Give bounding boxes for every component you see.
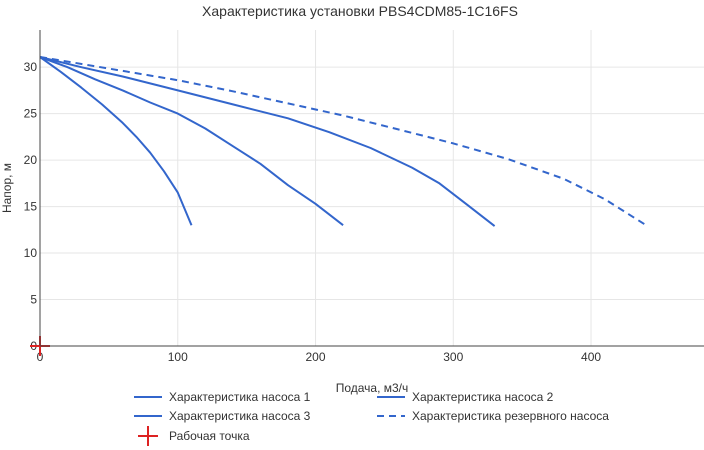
legend-label-pump-1: Характеристика насоса 1 <box>169 390 311 404</box>
series-line-4 <box>39 56 647 227</box>
y-tick-label: 30 <box>24 60 38 74</box>
y-tick-label: 5 <box>30 293 37 307</box>
plot-grid <box>40 30 704 346</box>
legend-item-operating-point[interactable]: Рабочая точка <box>138 426 250 446</box>
series-line-3 <box>39 56 496 227</box>
x-tick-label: 200 <box>306 350 326 364</box>
legend-label-pump-2: Характеристика насоса 2 <box>412 390 554 404</box>
series-layer <box>39 56 647 227</box>
legend-swatch-operating-point <box>138 426 158 446</box>
y-tick-label: 25 <box>24 107 38 121</box>
legend-item-pump-1[interactable]: Характеристика насоса 1 <box>134 390 311 404</box>
legend-label-reserve-pump: Характеристика резервного насоса <box>412 409 609 423</box>
y-tick-label: 20 <box>24 153 38 167</box>
y-tick-label: 15 <box>24 200 38 214</box>
x-axis-label: Подача, м3/ч <box>336 381 409 395</box>
series-line-1 <box>39 56 193 226</box>
legend-item-pump-2[interactable]: Характеристика насоса 2 <box>377 390 554 404</box>
legend-item-reserve-pump[interactable]: Характеристика резервного насоса <box>377 409 609 423</box>
legend-item-pump-3[interactable]: Характеристика насоса 3 <box>134 409 311 423</box>
legend-label-pump-3: Характеристика насоса 3 <box>169 409 311 423</box>
x-tick-label: 0 <box>37 350 44 364</box>
x-tick-label: 400 <box>581 350 601 364</box>
chart-title: Характеристика установки PBS4CDM85-1C16F… <box>202 3 518 19</box>
x-tick-label: 300 <box>443 350 463 364</box>
y-tick-label: 10 <box>24 246 38 260</box>
legend-label-operating-point: Рабочая точка <box>169 429 250 443</box>
series-line-2 <box>39 56 344 226</box>
x-tick-labels: 0 100 200 300 400 <box>37 350 602 364</box>
legend: Характеристика насоса 1 Характеристика н… <box>134 390 609 446</box>
x-tick-label: 100 <box>168 350 188 364</box>
y-axis-label: Напор, м <box>0 163 14 213</box>
